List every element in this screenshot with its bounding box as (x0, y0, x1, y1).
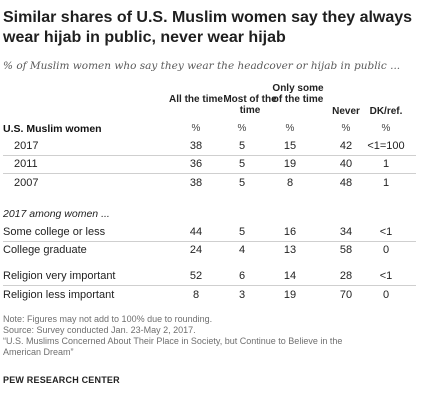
cell-most-of-the-time: 5 (238, 226, 246, 238)
section-label-us-muslim-women: U.S. Muslim women (3, 123, 102, 135)
cell-never: 34 (339, 226, 353, 238)
table-row: Religion very important 52 6 14 28 <1 (0, 270, 421, 286)
cell-all-the-time: 38 (189, 140, 203, 152)
source-text: Source: Survey conducted Jan. 23-May 2, … (3, 325, 196, 335)
percent-unit: % (237, 123, 247, 134)
table-row: 2011 36 5 19 40 1 (0, 158, 421, 174)
cell-dk-ref: 1 (382, 177, 390, 189)
cell-never: 40 (339, 158, 353, 170)
cell-all-the-time: 52 (189, 270, 203, 282)
cell-never: 48 (339, 177, 353, 189)
report-title-line: American Dream” (3, 347, 74, 357)
cell-only-some: 19 (283, 158, 297, 170)
table-row: Religion less important 8 3 19 70 0 (0, 289, 421, 305)
column-header-all-the-time: All the time (169, 94, 223, 105)
cell-all-the-time: 24 (189, 244, 203, 256)
cell-only-some: 13 (283, 244, 297, 256)
cell-only-some: 8 (286, 177, 294, 189)
row-divider (3, 173, 416, 174)
percent-unit: % (285, 123, 295, 134)
column-header-never: Never (332, 106, 360, 117)
cell-all-the-time: 38 (189, 177, 203, 189)
cell-all-the-time: 8 (192, 289, 200, 301)
cell-dk-ref: 1 (382, 158, 390, 170)
cell-never: 28 (339, 270, 353, 282)
cell-never: 70 (339, 289, 353, 301)
table-row: 2017 38 5 15 42 <1=100 (0, 140, 421, 156)
row-label: 2017 (14, 140, 39, 152)
row-divider (3, 241, 416, 242)
cell-most-of-the-time: 5 (238, 158, 246, 170)
cell-most-of-the-time: 5 (238, 177, 246, 189)
cell-never: 58 (339, 244, 353, 256)
cell-dk-ref: 0 (382, 244, 390, 256)
column-header-most-of-the-time: Most of the time (223, 94, 277, 116)
percent-unit: % (341, 123, 351, 134)
report-title-line: “U.S. Muslims Concerned About Their Plac… (3, 336, 343, 346)
percent-unit: % (381, 123, 391, 134)
cell-dk-ref: 0 (382, 289, 390, 301)
note-text: Note: Figures may not add to 100% due to… (3, 314, 213, 324)
cell-only-some: 19 (283, 289, 297, 301)
section-label-2017-among-women: 2017 among women ... (3, 208, 110, 220)
cell-most-of-the-time: 4 (238, 244, 246, 256)
cell-most-of-the-time: 3 (238, 289, 246, 301)
chart-title: Similar shares of U.S. Muslim women say … (3, 9, 413, 46)
cell-dk-ref: <1 (379, 226, 393, 238)
cell-dk-ref: <1 (379, 270, 393, 282)
pew-research-center-logo-text: PEW RESEARCH CENTER (3, 375, 120, 385)
cell-most-of-the-time: 6 (238, 270, 246, 282)
chart-notes: Note: Figures may not add to 100% due to… (3, 314, 417, 358)
row-label: Religion very important (3, 270, 116, 282)
cell-only-some: 15 (283, 140, 297, 152)
percent-unit: % (191, 123, 201, 134)
cell-all-the-time: 44 (189, 226, 203, 238)
table-row: Some college or less 44 5 16 34 <1 (0, 226, 421, 242)
cell-dk-ref: <1=100 (367, 140, 405, 152)
column-header-dk-ref: DK/ref. (369, 106, 403, 117)
row-label: Some college or less (3, 226, 106, 238)
cell-never: 42 (339, 140, 353, 152)
row-divider (3, 155, 416, 156)
row-label: 2007 (14, 177, 39, 189)
row-divider (3, 285, 416, 286)
cell-only-some: 14 (283, 270, 297, 282)
cell-only-some: 16 (283, 226, 297, 238)
cell-all-the-time: 36 (189, 158, 203, 170)
table-row: 2007 38 5 8 48 1 (0, 177, 421, 193)
column-header-only-some-of-the-time: Only some of the time (272, 83, 324, 105)
row-label: Religion less important (3, 289, 115, 301)
row-label: 2011 (14, 158, 38, 170)
row-label: College graduate (3, 244, 87, 256)
table-row: College graduate 24 4 13 58 0 (0, 244, 421, 260)
cell-most-of-the-time: 5 (238, 140, 246, 152)
chart-subtitle: % of Muslim women who say they wear the … (3, 60, 401, 72)
